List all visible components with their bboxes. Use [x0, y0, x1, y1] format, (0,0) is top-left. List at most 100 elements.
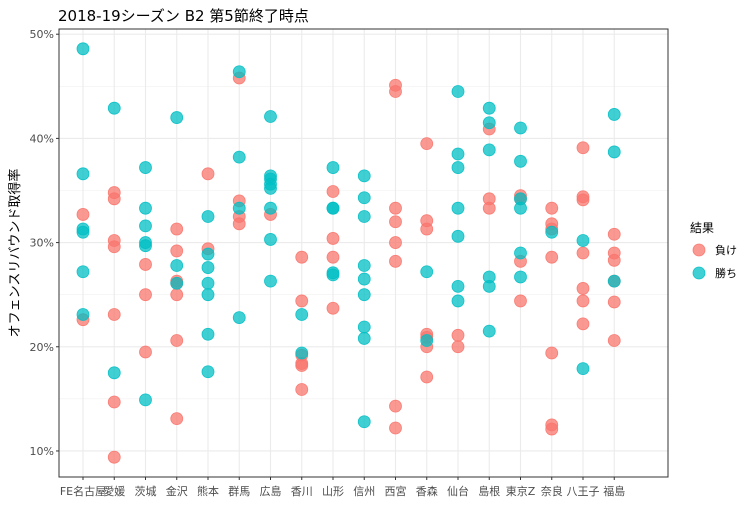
data-point — [326, 201, 340, 215]
data-point — [139, 345, 152, 359]
y-tick-label: 50% — [30, 28, 54, 41]
data-point — [514, 294, 527, 308]
data-point — [232, 201, 246, 215]
data-point — [451, 85, 465, 98]
data-point — [482, 279, 496, 293]
data-point — [357, 210, 371, 223]
data-point — [545, 201, 559, 215]
data-point — [482, 116, 496, 130]
data-point — [139, 161, 152, 174]
data-point — [201, 288, 215, 302]
data-point — [451, 229, 465, 243]
x-tick-label: 西宮 — [385, 484, 407, 498]
data-point — [264, 110, 277, 123]
data-point — [545, 250, 559, 264]
data-point — [420, 137, 434, 151]
data-point — [201, 247, 215, 261]
data-point — [76, 225, 90, 239]
x-tick-label: 熊本 — [197, 484, 219, 498]
x-tick-label: 山形 — [322, 485, 344, 498]
data-point — [201, 365, 215, 379]
data-point — [420, 370, 434, 384]
data-point — [482, 201, 496, 215]
data-point — [139, 393, 152, 407]
data-point — [170, 222, 184, 236]
data-point — [357, 288, 371, 302]
data-point — [295, 308, 309, 321]
data-point — [326, 185, 340, 198]
data-point — [264, 233, 277, 246]
data-point — [576, 246, 590, 260]
data-point — [107, 240, 121, 254]
data-point — [576, 317, 590, 331]
data-point — [607, 295, 621, 309]
data-point — [232, 65, 246, 79]
data-point — [201, 276, 215, 290]
data-point — [295, 383, 309, 396]
data-point — [357, 272, 371, 286]
legend-title: 結果 — [690, 221, 714, 235]
data-point — [389, 254, 402, 268]
data-point — [420, 334, 434, 347]
data-point — [389, 421, 402, 435]
data-point — [357, 332, 371, 345]
data-point — [170, 276, 184, 290]
data-point — [607, 253, 621, 267]
data-point — [514, 121, 527, 135]
data-point — [357, 415, 371, 429]
data-point — [545, 422, 559, 436]
x-tick-label: 香川 — [291, 485, 313, 498]
data-point — [326, 268, 340, 282]
data-point — [357, 169, 371, 183]
data-point — [545, 346, 559, 360]
chart-title: 2018-19シーズン B2 第5節終了時点 — [58, 7, 309, 25]
data-point — [576, 282, 590, 295]
panel-border — [58, 28, 669, 478]
data-point — [389, 236, 402, 249]
x-tick-label: 島根 — [478, 484, 500, 498]
data-point — [607, 108, 621, 121]
data-point — [451, 161, 465, 174]
x-tick-label: 金沢 — [166, 484, 188, 498]
data-point — [295, 359, 309, 372]
data-point — [576, 234, 590, 247]
data-point — [107, 450, 121, 464]
data-point — [451, 294, 465, 308]
data-point — [389, 215, 402, 229]
data-point — [201, 210, 215, 223]
data-point — [357, 320, 371, 334]
y-axis-title: オフェンスリバウンド取得率 — [7, 169, 23, 338]
data-point — [107, 395, 121, 409]
legend-label: 負け — [715, 244, 737, 257]
data-point — [576, 362, 590, 376]
x-tick-label: 東京Z — [506, 484, 536, 498]
y-axis: 10% 20% 30% 40% 50% — [30, 28, 59, 458]
data-point — [389, 399, 402, 413]
x-tick-label: 奈良 — [541, 484, 563, 498]
data-point — [420, 265, 434, 279]
x-tick-label: 茨城 — [135, 484, 157, 498]
x-tick-label: 愛媛 — [103, 484, 125, 498]
data-point — [139, 239, 152, 253]
x-tick-label: 八王子 — [567, 485, 600, 498]
data-point — [451, 201, 465, 215]
data-point — [232, 311, 246, 324]
data-point — [389, 201, 402, 215]
data-point — [482, 143, 496, 157]
data-point — [76, 265, 90, 279]
data-point — [451, 147, 465, 161]
data-point — [607, 145, 621, 159]
data-point — [482, 101, 496, 115]
data-point — [139, 201, 152, 215]
y-tick-label: 40% — [30, 132, 54, 145]
data-point — [139, 288, 152, 302]
data-point — [295, 294, 309, 308]
data-point — [576, 141, 590, 155]
legend-label: 勝ち — [715, 266, 737, 280]
data-point — [607, 334, 621, 347]
legend-marker — [692, 243, 706, 257]
x-tick-label: 信州 — [353, 485, 375, 498]
data-point — [326, 232, 340, 245]
data-point — [389, 85, 402, 98]
